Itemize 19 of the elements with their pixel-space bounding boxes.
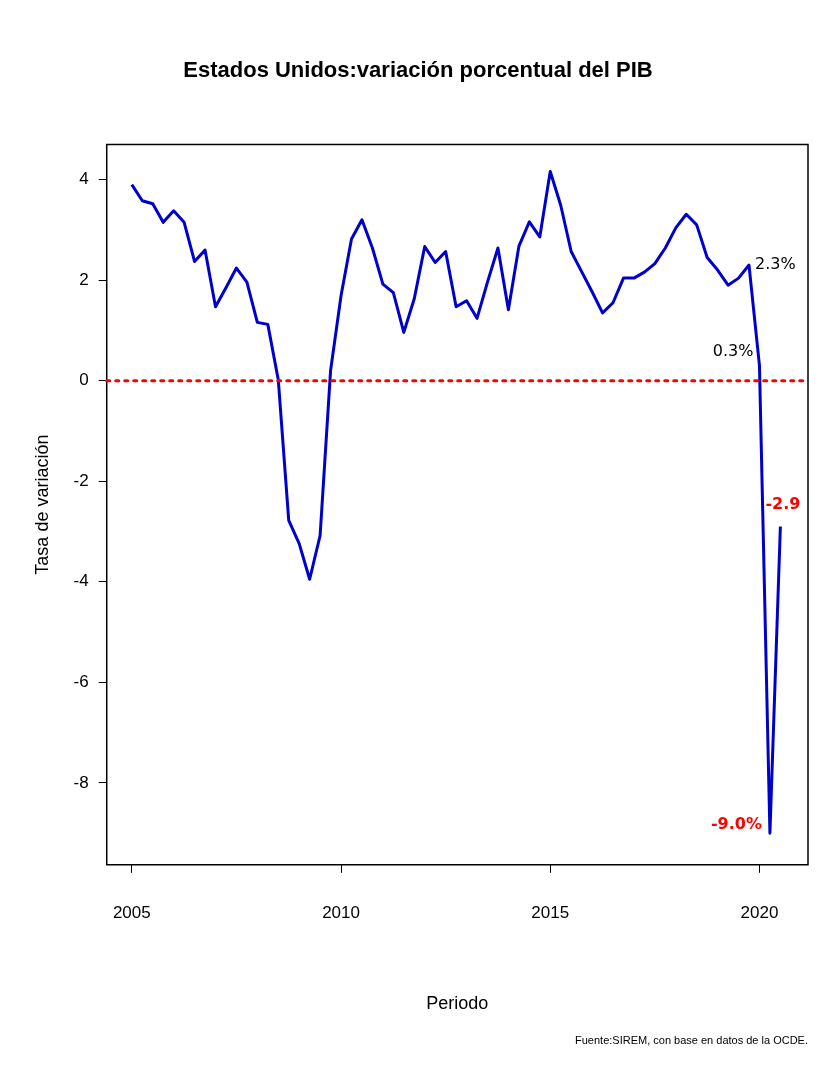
- data-label: 2.3%: [755, 254, 796, 274]
- data-label: -2.9: [765, 493, 801, 513]
- y-tick-label: -2: [73, 470, 89, 490]
- y-tick-label: -6: [73, 672, 89, 691]
- y-tick-label: 2: [79, 269, 89, 289]
- x-tick-label: 2020: [740, 902, 779, 922]
- data-label: 0.3%: [712, 340, 754, 360]
- x-tick-label: 2010: [322, 902, 360, 922]
- y-axis-title: Tasa de variación: [31, 434, 52, 575]
- y-tick-label: 0: [79, 370, 89, 390]
- x-tick-label: 2005: [112, 902, 151, 922]
- x-axis-title: Periodo: [426, 992, 489, 1013]
- y-tick-label: 4: [79, 169, 89, 189]
- x-tick-label: 2015: [531, 902, 570, 922]
- chart-title: Estados Unidos:variación porcentual del PIB: [183, 57, 653, 83]
- data-label: -9.0%: [710, 814, 762, 834]
- source-note: Fuente:SIREM, con base en datos de la OCDE.: [575, 1034, 808, 1047]
- y-tick-label: -8: [73, 772, 89, 792]
- y-tick-label: -4: [73, 571, 89, 591]
